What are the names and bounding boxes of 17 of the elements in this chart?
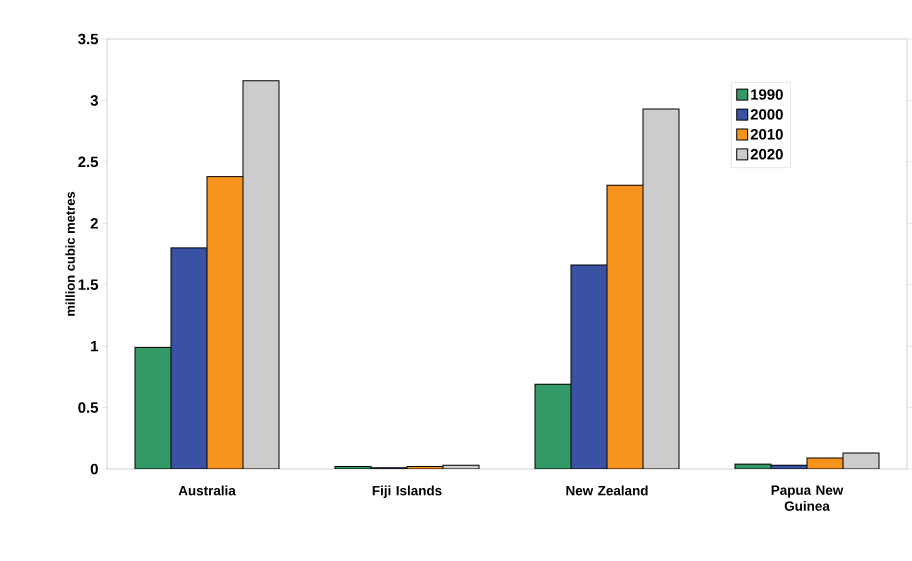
y-tick-label: 3 (90, 95, 98, 106)
x-tick-label: Australia (178, 486, 236, 496)
y-tick-label: 1.5 (78, 280, 98, 290)
y-tick-label: 2 (90, 218, 98, 228)
legend-label: 2010 (750, 129, 783, 140)
y-tick-label: 2.5 (78, 156, 98, 168)
x-tick-label: Papua New Guinea (772, 486, 844, 511)
y-tick-label: 0 (90, 464, 98, 474)
y-axis-title: million cubic metres (65, 192, 75, 316)
y-tick-label: 1 (91, 341, 98, 352)
y-tick-label: 0.5 (78, 402, 98, 413)
legend-label: 1990 (751, 89, 783, 100)
x-tick-label: New Zealand (566, 486, 648, 496)
x-tick-label: Fiji Islands (372, 486, 442, 498)
legend-label: 2000 (750, 109, 783, 120)
legend-label: 2020 (750, 148, 783, 160)
y-tick-label: 3.5 (78, 34, 98, 44)
